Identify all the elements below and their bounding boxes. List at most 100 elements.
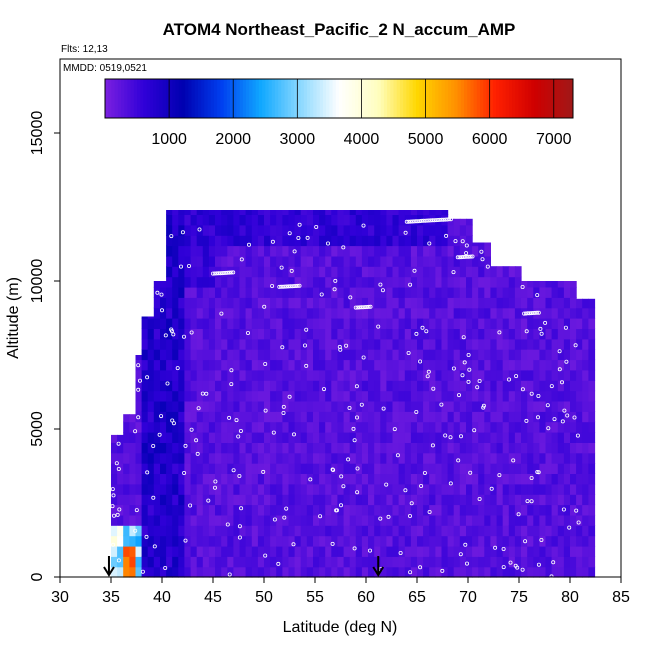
heatmap-cell [380,318,387,329]
heatmap-cell [551,349,559,361]
heatmap-cell [288,432,296,443]
heatmap-cell [313,525,320,537]
heatmap-cell [245,390,253,402]
heatmap-cell [349,349,357,361]
heatmap-cell [496,452,504,464]
heatmap-cell [490,390,498,402]
heatmap-cell [160,400,167,412]
heatmap-cell [429,494,436,506]
colorbar-segment [265,79,269,118]
heatmap-cell [160,349,167,361]
heatmap-cell [337,224,345,236]
heatmap-cell [325,245,332,257]
heatmap-cell [300,214,308,226]
heatmap-cell [374,255,381,267]
heatmap-cell [251,276,259,288]
heatmap-cell [160,380,167,392]
colorbar-segment [319,79,324,118]
heatmap-cell [245,266,253,278]
colorbar-segment [181,79,186,118]
heatmap-cell [208,556,216,568]
heatmap-cell [551,525,559,537]
heatmap-cell [172,452,179,464]
heatmap-cell [355,328,363,340]
heatmap-cell [557,359,565,371]
heatmap-cell [459,525,467,537]
heatmap-cell [147,545,155,557]
heatmap-cell [361,369,369,381]
heatmap-cell [484,349,491,361]
sample-point [367,548,372,553]
heatmap-cell [459,390,467,402]
heatmap-cell [539,281,547,288]
heatmap-cell [478,566,485,578]
heatmap-cell [306,442,314,454]
heatmap-cell [527,504,534,516]
heatmap-cell [239,525,247,537]
heatmap-cell [398,224,406,236]
heatmap-cell [551,535,559,547]
heatmap-cell [588,545,596,557]
heatmap-cell [490,359,498,371]
heatmap-cell [319,276,326,288]
heatmap-cell [588,298,596,309]
heatmap-cell [313,452,320,464]
heatmap-cell [435,545,443,557]
colorbar-segment [396,79,401,118]
sample-point [334,508,339,513]
heatmap-cell [557,338,565,350]
heatmap-cell [215,210,222,215]
heatmap-cell [172,224,179,236]
heatmap-cell [453,545,461,557]
heatmap-cell [435,297,443,309]
heatmap-cell [227,452,234,464]
heatmap-cell [466,432,473,443]
heatmap-cell [141,463,149,474]
heatmap-cell [221,328,228,340]
heatmap-cell [410,535,418,547]
heatmap-cell [527,297,534,309]
heatmap-cell [215,235,222,247]
colorbar-segment [258,79,263,118]
colorbar-segment [339,79,343,118]
heatmap-cell [257,432,265,443]
heatmap-cell [521,369,528,381]
heatmap-cell [472,349,479,361]
heatmap-cell [398,400,406,412]
heatmap-cell [276,473,283,485]
heatmap-cell [208,255,216,267]
heatmap-cell [576,556,583,568]
sample-point [444,233,449,238]
heatmap-cell [123,452,130,464]
heatmap-cell [374,214,381,226]
colorbar-segment [271,79,276,118]
latitude-arrows [103,556,385,577]
heatmap-cell [441,525,449,537]
heatmap-cell [361,276,369,288]
heatmap-cell [527,566,534,578]
heatmap-cell [410,245,418,257]
heatmap-cell [337,556,345,568]
sample-point [364,304,369,309]
heatmap-cell [227,545,234,557]
heatmap-cell [551,328,559,340]
heatmap-cell [208,338,216,350]
heatmap-cell [282,380,290,392]
heatmap-cell [349,380,357,392]
heatmap-cell [202,307,210,319]
heatmap-cell [355,255,363,267]
heatmap-cell [251,463,259,474]
heatmap-cell [374,421,381,433]
heatmap-cell [178,504,185,516]
heatmap-cell [264,421,271,433]
heatmap-cell [441,297,449,309]
heatmap-cell [484,483,491,495]
heatmap-cell [233,380,241,392]
heatmap-cell [233,349,241,361]
heatmap-cell [466,421,473,433]
heatmap-cell [527,556,534,568]
heatmap-cell [331,318,338,329]
heatmap-cell [313,390,320,402]
heatmap-cell [343,525,351,537]
heatmap-cell [502,338,510,350]
